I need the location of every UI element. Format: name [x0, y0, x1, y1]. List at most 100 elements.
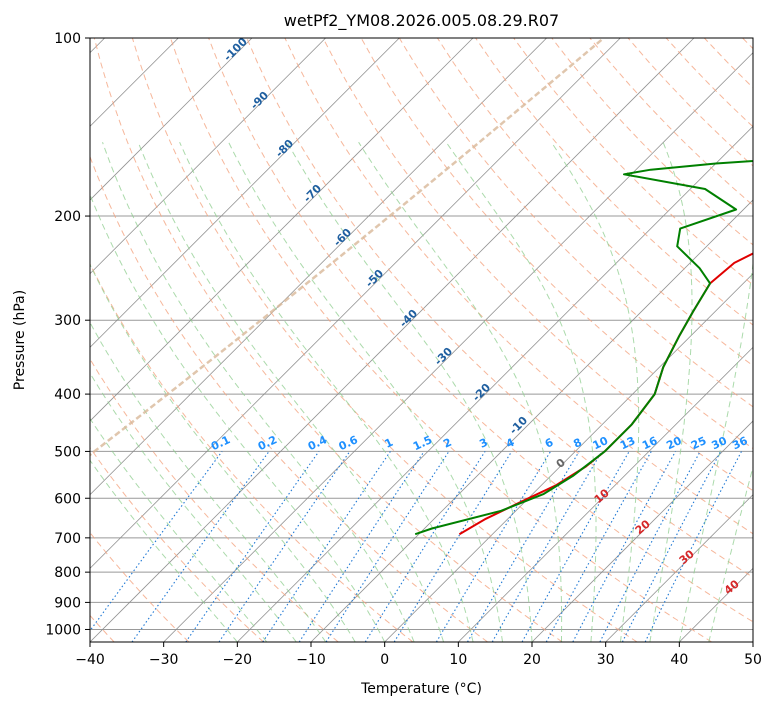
- moist-adiabat-line: [550, 141, 640, 642]
- dry-adiabat-line: [90, 358, 339, 642]
- line-labels: -100 -90 -80-70 -60 -50 -40 -30 -20 -10 0.1 0.2 0.4…: [209, 35, 750, 597]
- isotherm-line: [90, 38, 695, 642]
- isotherm-line: [384, 273, 753, 642]
- mixing-ratio-label: 13: [618, 434, 637, 452]
- dry-adiabat-label: -70: [301, 182, 324, 205]
- moist-adiabat-line: [445, 141, 597, 642]
- mixing-ratio-line: [521, 451, 630, 642]
- y-axis-label: Pressure (hPa): [12, 290, 28, 390]
- moist-adiabat-line: [102, 142, 415, 642]
- dry-adiabat-line: [208, 38, 753, 623]
- y-tick-label: 200: [54, 209, 81, 225]
- plot-frame: [89, 37, 754, 643]
- mixing-ratio-line: [644, 451, 742, 642]
- mixing-ratio-line: [364, 451, 486, 642]
- moist-adiabat-line: [358, 141, 563, 642]
- mixing-ratio-label: 0.4: [306, 433, 329, 453]
- mixing-ratio-label: 16: [640, 434, 660, 452]
- dry-adiabat-line: [90, 155, 488, 642]
- dry-adiabat-line: [284, 38, 753, 535]
- mixing-ratio-line: [185, 451, 320, 642]
- moist-adiabat-line: [137, 142, 445, 642]
- isotherm-line: [90, 38, 474, 422]
- moist-adiabat-line: [286, 141, 533, 642]
- moist-adiabat-line: [90, 193, 386, 642]
- moist-adiabat-lines: [90, 141, 753, 642]
- y-tick-label: 700: [54, 531, 81, 547]
- dry-adiabat-line: [90, 531, 190, 642]
- x-tick-label: −40: [75, 652, 105, 668]
- moist-adiabat-line: [90, 321, 327, 642]
- moist-adiabat-label: 20: [633, 517, 653, 537]
- mixing-ratio-line: [393, 451, 513, 642]
- isotherm-line: [531, 420, 753, 642]
- y-tick-label: 400: [54, 387, 81, 403]
- sounding-profiles: [414, 159, 753, 536]
- dry-adiabat-line: [90, 446, 264, 642]
- dry-adiabat-line: [703, 38, 753, 89]
- moist-adiabat-line: [90, 372, 297, 642]
- dry-adiabat-line: [513, 38, 753, 286]
- dry-adiabat-label: -80: [273, 137, 296, 160]
- dry-adiabat-line: [131, 38, 638, 642]
- mixing-ratio-label: 1: [383, 436, 395, 451]
- mixing-ratio-label: 0.6: [337, 433, 360, 453]
- x-tick-label: 20: [523, 652, 541, 668]
- x-tick-label: 50: [744, 652, 762, 668]
- y-tick-label: 300: [54, 313, 81, 329]
- isotherm-line: [310, 199, 753, 642]
- mixing-ratio-label: 1.5: [411, 433, 434, 453]
- x-tick-label: −10: [296, 652, 326, 668]
- dry-adiabat-label: -30: [432, 345, 455, 368]
- mixing-ratio-label: 0.1: [209, 433, 232, 453]
- dry-adiabat-lines: [90, 38, 753, 642]
- dry-adiabat-label: -10: [507, 414, 530, 437]
- mixing-ratio-line: [90, 451, 223, 632]
- isotherm-line: [163, 52, 753, 642]
- mixing-ratio-line: [298, 451, 425, 642]
- dry-adiabat-line: [90, 262, 414, 642]
- dry-adiabat-label: -50: [363, 267, 386, 290]
- mixing-ratio-line: [621, 451, 722, 642]
- mixing-ratio-label: 8: [571, 436, 583, 451]
- isobar-lines: [90, 38, 753, 630]
- moist-adiabat-label: 0: [554, 456, 568, 471]
- y-tick-label: 800: [54, 565, 81, 581]
- moist-adiabat-line: [90, 417, 268, 642]
- isotherm-line: [605, 494, 753, 642]
- dry-adiabat-label: -40: [397, 307, 420, 330]
- x-tick-label: 10: [449, 652, 467, 668]
- dry-adiabat-line: [322, 38, 753, 492]
- isotherm-line: [679, 567, 753, 642]
- x-tick-label: 30: [597, 652, 615, 668]
- moist-adiabat-line: [90, 459, 238, 642]
- mixing-ratio-label: 3: [477, 436, 489, 451]
- dry-adiabat-line: [246, 38, 753, 578]
- dry-adiabat-label: -60: [331, 226, 354, 249]
- x-tick-label: −30: [149, 652, 179, 668]
- y-tick-label: 900: [54, 595, 81, 611]
- x-tick-label: −20: [223, 652, 253, 668]
- x-tick-label: 40: [670, 652, 688, 668]
- mixing-ratio-label: 6: [543, 436, 556, 451]
- mixing-ratio-line: [262, 451, 391, 642]
- moist-adiabat-label: 30: [677, 547, 697, 567]
- isotherm-line: [237, 125, 753, 642]
- moist-adiabat-line: [228, 141, 503, 642]
- mixing-ratio-label: 36: [730, 434, 750, 452]
- mixing-ratio-line: [325, 451, 450, 642]
- isotherm-line: [90, 38, 547, 496]
- mixing-ratio-lines: [90, 451, 742, 642]
- mixing-ratio-label: 20: [664, 434, 684, 452]
- mixing-ratio-label: 25: [689, 434, 708, 452]
- y-tick-label: 100: [54, 31, 81, 47]
- isotherm-line: [90, 38, 326, 275]
- dry-adiabat-line: [170, 38, 712, 642]
- moist-adiabat-line: [678, 259, 753, 642]
- dry-adiabat-line: [93, 38, 563, 642]
- mixing-ratio-line: [572, 451, 676, 642]
- isotherm-line: [90, 38, 400, 348]
- mixing-ratio-label: 10: [591, 434, 611, 452]
- mixing-ratio-label: 30: [710, 434, 730, 452]
